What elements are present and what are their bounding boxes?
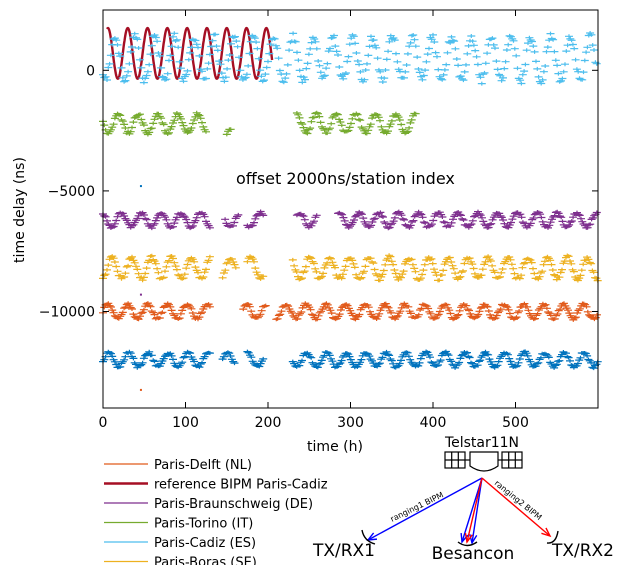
series-points [99,210,214,231]
outlier-point [139,388,142,391]
series-points [334,209,601,231]
legend-label: reference BIPM Paris-Cadiz [154,478,328,493]
downlink-blue-arrow-b [471,477,483,544]
left-dish [361,529,376,545]
series-points [239,302,270,320]
series-4 [99,31,601,86]
legend-label: Paris-Cadiz (ES) [154,536,256,551]
plot-area: 0 100 200 300 400 500 0 −5000 −10000 offset 2000… [39,9,602,431]
outlier-point [139,293,142,296]
uplink-left-arrow [367,477,483,541]
left-link-label: ranging1 BIPM [389,490,445,524]
series-points [288,253,602,283]
downlink-blue-arrow-a [461,477,483,543]
series-layer [99,26,602,371]
uplink-right-arrow [481,477,551,537]
series-points [292,211,321,230]
x-tick-label: 400 [420,415,447,431]
left-station-label: TX/RX1 [312,541,375,561]
series-points [272,301,601,322]
satellite-label: Telstar11N [444,435,519,451]
series-points [243,209,268,230]
x-tick-label: 0 [99,415,108,431]
x-axis-label: time (h) [307,439,363,455]
outlier-layer [139,185,142,391]
series-points [99,31,601,86]
series-points [221,212,243,229]
right-link-label: ranging2 BIPM [493,479,544,523]
series-5 [99,253,602,283]
series-3 [99,110,420,137]
outlier-point [139,317,142,320]
y-tick-label: −10000 [39,305,95,321]
center-station-label: Besancon [432,544,515,564]
x-tick-label: 100 [172,415,199,431]
ticks-layer: 0 100 200 300 400 500 0 −5000 −10000 [39,10,598,431]
series-points [243,349,268,369]
y-tick-label: −5000 [48,184,95,200]
series-1 [106,26,274,81]
series-points [288,349,602,371]
legend-label: Paris-Delft (NL) [154,458,252,473]
annotation-text: offset 2000ns/station index [236,169,455,188]
right-dish [546,530,559,544]
x-tick-label: 500 [502,415,529,431]
outlier-point [139,185,142,188]
series-points [99,253,214,283]
satellite-icon [444,451,523,472]
center-dish [457,541,478,547]
series-line [106,26,274,81]
series-2 [99,209,601,231]
legend-label: Paris-Torino (IT) [154,517,253,532]
series-points [99,349,214,370]
diagram-links [361,477,559,547]
x-tick-label: 200 [255,415,282,431]
series-points [292,110,420,136]
series-points [243,254,268,281]
legend: Paris-Delft (NL) reference BIPM Paris-Cad… [104,458,328,565]
right-station-label: TX/RX2 [551,541,614,561]
uplink-right-arrow-head [541,527,552,538]
y-tick-label: 0 [86,63,95,79]
series-points [222,127,235,137]
downlink-red-arrow-head [464,533,473,544]
legend-label: Paris-Braunschweig (DE) [154,497,313,512]
series-0 [99,301,601,322]
series-points [218,256,240,280]
downlink-red-arrow [466,477,483,543]
series-points [99,110,210,137]
x-tick-label: 300 [337,415,364,431]
y-axis-label: time delay (ns) [12,157,28,263]
series-points [218,350,239,366]
series-points [99,301,214,322]
series-6 [99,349,602,371]
legend-label: Paris-Boras (SE) [154,556,257,565]
